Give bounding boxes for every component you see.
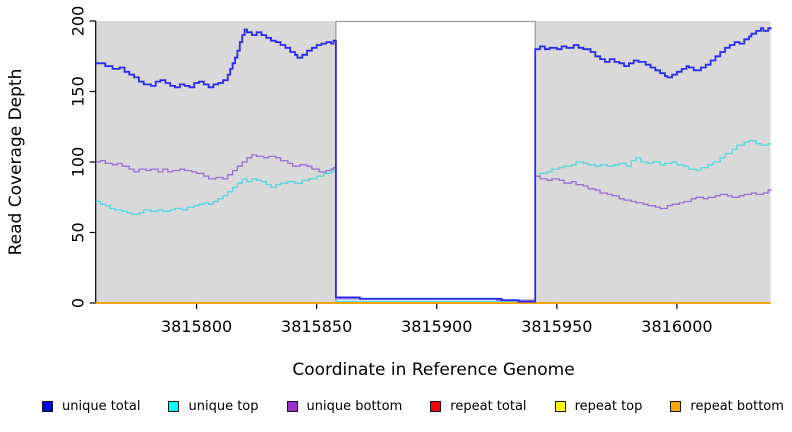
- legend-swatch-unique-top: [168, 401, 180, 412]
- legend-label: repeat top: [574, 399, 643, 414]
- x-tick-label: 3816000: [641, 317, 712, 336]
- series-unique-total: [95, 27, 772, 303]
- x-tick-label: 3815900: [401, 317, 472, 336]
- y-tick-label: 100: [69, 147, 88, 178]
- y-tick-label: 0: [69, 298, 88, 308]
- legend-swatch-repeat-top: [554, 401, 566, 412]
- x-tick-label: 3815850: [281, 317, 352, 336]
- legend-label: unique top: [188, 399, 259, 414]
- legend: unique total unique top unique bottom repea…: [42, 399, 784, 414]
- legend-label: unique bottom: [306, 399, 403, 414]
- legend-swatch-repeat-bottom: [670, 401, 682, 412]
- y-tick-label: 150: [69, 76, 88, 107]
- y-tick-label: 200: [69, 6, 88, 37]
- legend-label: unique total: [62, 399, 141, 414]
- x-tick-label: 3815800: [161, 317, 232, 336]
- series-unique-top: [95, 140, 771, 302]
- legend-item: unique bottom: [286, 399, 403, 414]
- y-axis-title: Read Coverage Depth: [6, 68, 26, 256]
- legend-item: unique total: [42, 399, 140, 414]
- x-tick-label: 3815950: [521, 317, 592, 336]
- legend-label: repeat bottom: [690, 399, 784, 414]
- legend-item: repeat bottom: [670, 399, 784, 414]
- covered-region: [95, 21, 336, 303]
- x-axis-title: Coordinate in Reference Genome: [292, 360, 575, 380]
- legend-item: unique top: [168, 399, 259, 414]
- y-tick-label: 50: [69, 222, 88, 242]
- gap-region: [335, 20, 536, 304]
- legend-swatch-repeat-total: [430, 401, 442, 412]
- legend-item: repeat total: [430, 399, 527, 414]
- legend-item: repeat top: [554, 399, 643, 414]
- legend-swatch-unique-total: [42, 401, 53, 412]
- legend-label: repeat total: [450, 399, 527, 414]
- legend-swatch-unique-bottom: [286, 401, 298, 412]
